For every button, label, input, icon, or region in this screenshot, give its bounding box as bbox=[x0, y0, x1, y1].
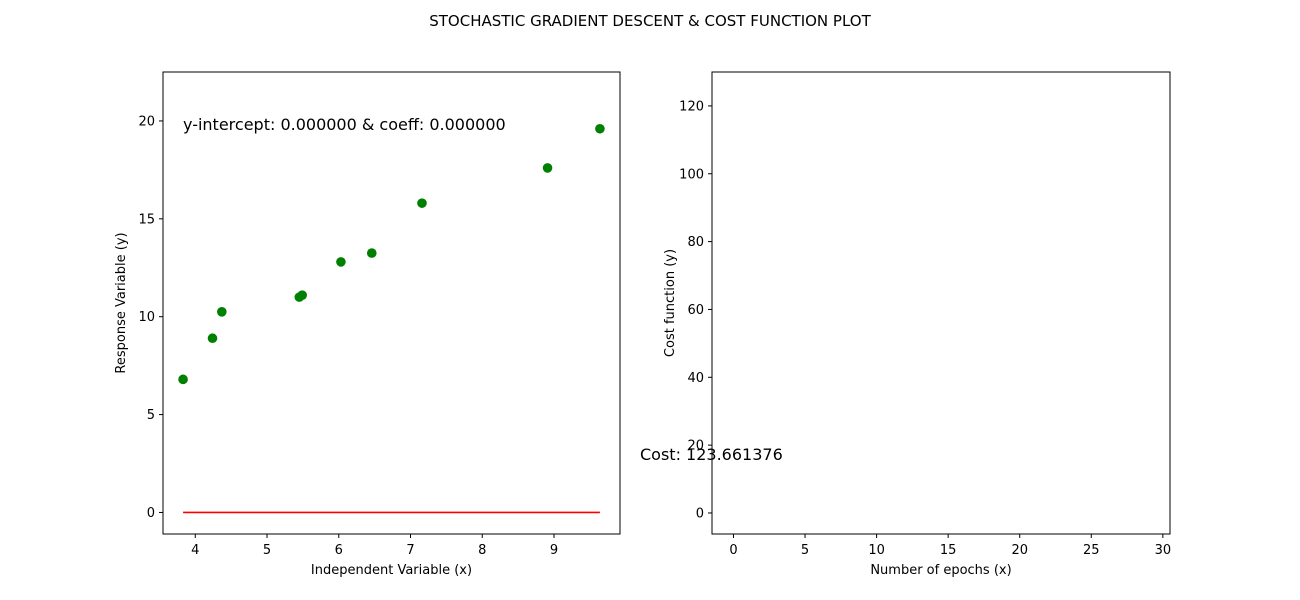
scatter-point bbox=[543, 163, 553, 173]
cost-y-tick-label: 80 bbox=[687, 235, 704, 250]
scatter-y-tick-label: 15 bbox=[138, 212, 155, 227]
scatter-x-tick-label: 9 bbox=[550, 543, 558, 558]
scatter-point bbox=[417, 198, 427, 208]
cost-x-axis-label: Number of epochs (x) bbox=[870, 563, 1011, 578]
scatter-y-tick-label: 10 bbox=[138, 310, 155, 325]
cost-y-tick-label: 0 bbox=[696, 506, 704, 521]
cost-x-tick-label: 30 bbox=[1155, 543, 1172, 558]
cost-x-tick-label: 15 bbox=[940, 543, 957, 558]
cost-annotation: Cost: 123.661376 bbox=[640, 445, 783, 464]
scatter-x-tick-label: 4 bbox=[191, 543, 199, 558]
scatter-y-tick-label: 5 bbox=[147, 408, 155, 423]
scatter-x-tick-label: 6 bbox=[335, 543, 343, 558]
figure-suptitle: STOCHASTIC GRADIENT DESCENT & COST FUNCT… bbox=[429, 12, 871, 30]
cost-x-tick-label: 5 bbox=[801, 543, 809, 558]
cost-x-tick-label: 10 bbox=[868, 543, 885, 558]
cost-x-tick-label: 0 bbox=[729, 543, 737, 558]
cost-y-axis-label: Cost function (y) bbox=[663, 249, 678, 357]
cost-y-tick-label: 120 bbox=[679, 99, 704, 114]
scatter-point bbox=[595, 124, 605, 134]
scatter-point bbox=[367, 248, 377, 258]
scatter-x-axis-label: Independent Variable (x) bbox=[311, 563, 472, 578]
cost-y-tick-label: 40 bbox=[687, 371, 704, 386]
scatter-point bbox=[208, 333, 218, 343]
scatter-point bbox=[217, 307, 227, 317]
scatter-y-axis-label: Response Variable (y) bbox=[114, 232, 129, 373]
scatter-point bbox=[297, 290, 307, 300]
scatter-point bbox=[336, 257, 346, 267]
coefficients-annotation: y-intercept: 0.000000 & coeff: 0.000000 bbox=[183, 115, 506, 134]
scatter-point bbox=[178, 375, 188, 385]
cost-y-tick-label: 60 bbox=[687, 303, 704, 318]
cost-y-tick-label: 100 bbox=[679, 167, 704, 182]
scatter-x-tick-label: 7 bbox=[406, 543, 414, 558]
scatter-x-tick-label: 8 bbox=[478, 543, 486, 558]
scatter-x-tick-label: 5 bbox=[263, 543, 271, 558]
cost-x-tick-label: 25 bbox=[1083, 543, 1100, 558]
cost-x-tick-label: 20 bbox=[1011, 543, 1028, 558]
scatter-y-tick-label: 20 bbox=[138, 114, 155, 129]
scatter-y-tick-label: 0 bbox=[147, 506, 155, 521]
